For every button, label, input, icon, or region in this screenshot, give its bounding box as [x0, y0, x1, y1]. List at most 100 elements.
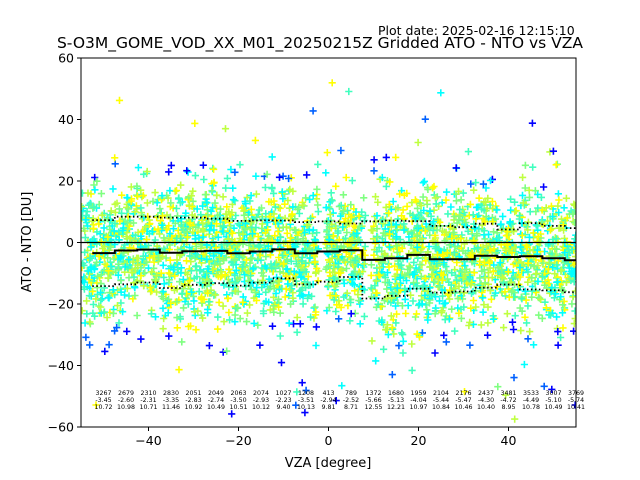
data-point: [389, 197, 397, 206]
data-point: [350, 222, 358, 230]
data-point: [469, 296, 478, 305]
data-point: [542, 304, 550, 312]
data-point: [488, 197, 496, 206]
data-point: [335, 269, 343, 277]
data-point: [533, 237, 541, 246]
data-point: [302, 259, 310, 267]
data-point: [431, 277, 439, 285]
data-point: [540, 183, 548, 191]
data-point: [159, 295, 167, 303]
data-point: [113, 324, 121, 332]
data-point: [134, 261, 142, 269]
data-point: [86, 318, 94, 326]
data-point: [87, 263, 95, 271]
data-point: [284, 280, 292, 288]
data-point: [270, 302, 278, 310]
data-point: [148, 228, 156, 236]
data-point: [557, 333, 565, 342]
data-point: [296, 287, 304, 295]
data-point: [429, 218, 438, 226]
data-point: [222, 184, 230, 192]
data-point: [424, 310, 432, 318]
data-point: [529, 163, 537, 171]
lower-std-line: [92, 276, 576, 300]
data-point: [131, 265, 139, 273]
data-point: [199, 233, 207, 241]
data-point: [299, 237, 307, 245]
data-point: [340, 206, 348, 214]
data-point: [182, 209, 190, 217]
data-point: [555, 208, 563, 217]
data-point: [447, 203, 455, 211]
data-point: [329, 232, 337, 240]
data-point: [236, 161, 244, 169]
data-point: [137, 335, 145, 343]
data-point: [337, 146, 345, 155]
data-point: [229, 196, 238, 204]
bin-std-label: 10.13: [297, 404, 315, 411]
data-point: [152, 277, 160, 285]
data-point: [282, 223, 290, 231]
data-point: [178, 289, 186, 297]
data-point: [503, 310, 511, 318]
data-point: [191, 119, 199, 127]
data-point: [111, 200, 119, 208]
data-point: [96, 230, 104, 238]
data-point: [285, 204, 294, 212]
data-point: [490, 228, 498, 236]
data-point: [227, 165, 235, 174]
data-point: [166, 270, 174, 278]
data-point: [129, 258, 137, 266]
data-point: [84, 222, 92, 230]
x-tick-label: 0: [325, 433, 333, 448]
data-point: [458, 268, 466, 276]
data-point: [413, 243, 421, 251]
stat-lines: [81, 215, 576, 300]
data-point: [332, 397, 340, 405]
data-point: [516, 212, 524, 220]
data-point: [538, 272, 546, 281]
data-point: [195, 288, 203, 296]
axis-ticks: −40 −20 0 20 40 −60 −40 −20 0 20 40 60: [48, 51, 517, 449]
data-point: [534, 277, 542, 285]
bin-mean-label: -5.66: [365, 397, 381, 404]
data-point: [519, 173, 527, 181]
data-point: [415, 265, 423, 274]
data-point: [304, 294, 312, 302]
data-point: [401, 271, 409, 279]
data-point: [552, 290, 560, 298]
bin-count-label: 2679: [118, 390, 134, 397]
data-point: [370, 167, 378, 175]
data-point: [482, 184, 490, 192]
data-point: [296, 320, 304, 328]
data-point: [356, 320, 364, 328]
data-point: [521, 161, 529, 169]
data-point: [277, 359, 286, 367]
data-point: [251, 136, 259, 144]
data-point: [405, 250, 413, 258]
data-point: [399, 331, 407, 339]
data-point: [480, 301, 488, 309]
data-point: [484, 331, 492, 339]
data-point: [476, 251, 484, 259]
data-point: [386, 178, 394, 186]
data-point: [297, 273, 305, 281]
data-point: [325, 303, 333, 312]
data-point: [217, 268, 225, 276]
data-point: [276, 332, 284, 340]
data-point: [281, 293, 289, 301]
data-point: [114, 271, 122, 279]
data-point: [89, 224, 97, 233]
data-point: [372, 357, 380, 365]
data-point: [360, 312, 368, 320]
data-point: [443, 275, 451, 283]
data-point: [412, 310, 421, 318]
data-point: [420, 177, 428, 185]
bin-mean-label: -2.52: [343, 397, 359, 404]
data-point: [105, 267, 113, 275]
data-point: [128, 269, 136, 277]
data-point: [516, 273, 524, 281]
data-point: [553, 313, 561, 321]
data-point: [109, 309, 117, 317]
data-point: [395, 342, 403, 350]
